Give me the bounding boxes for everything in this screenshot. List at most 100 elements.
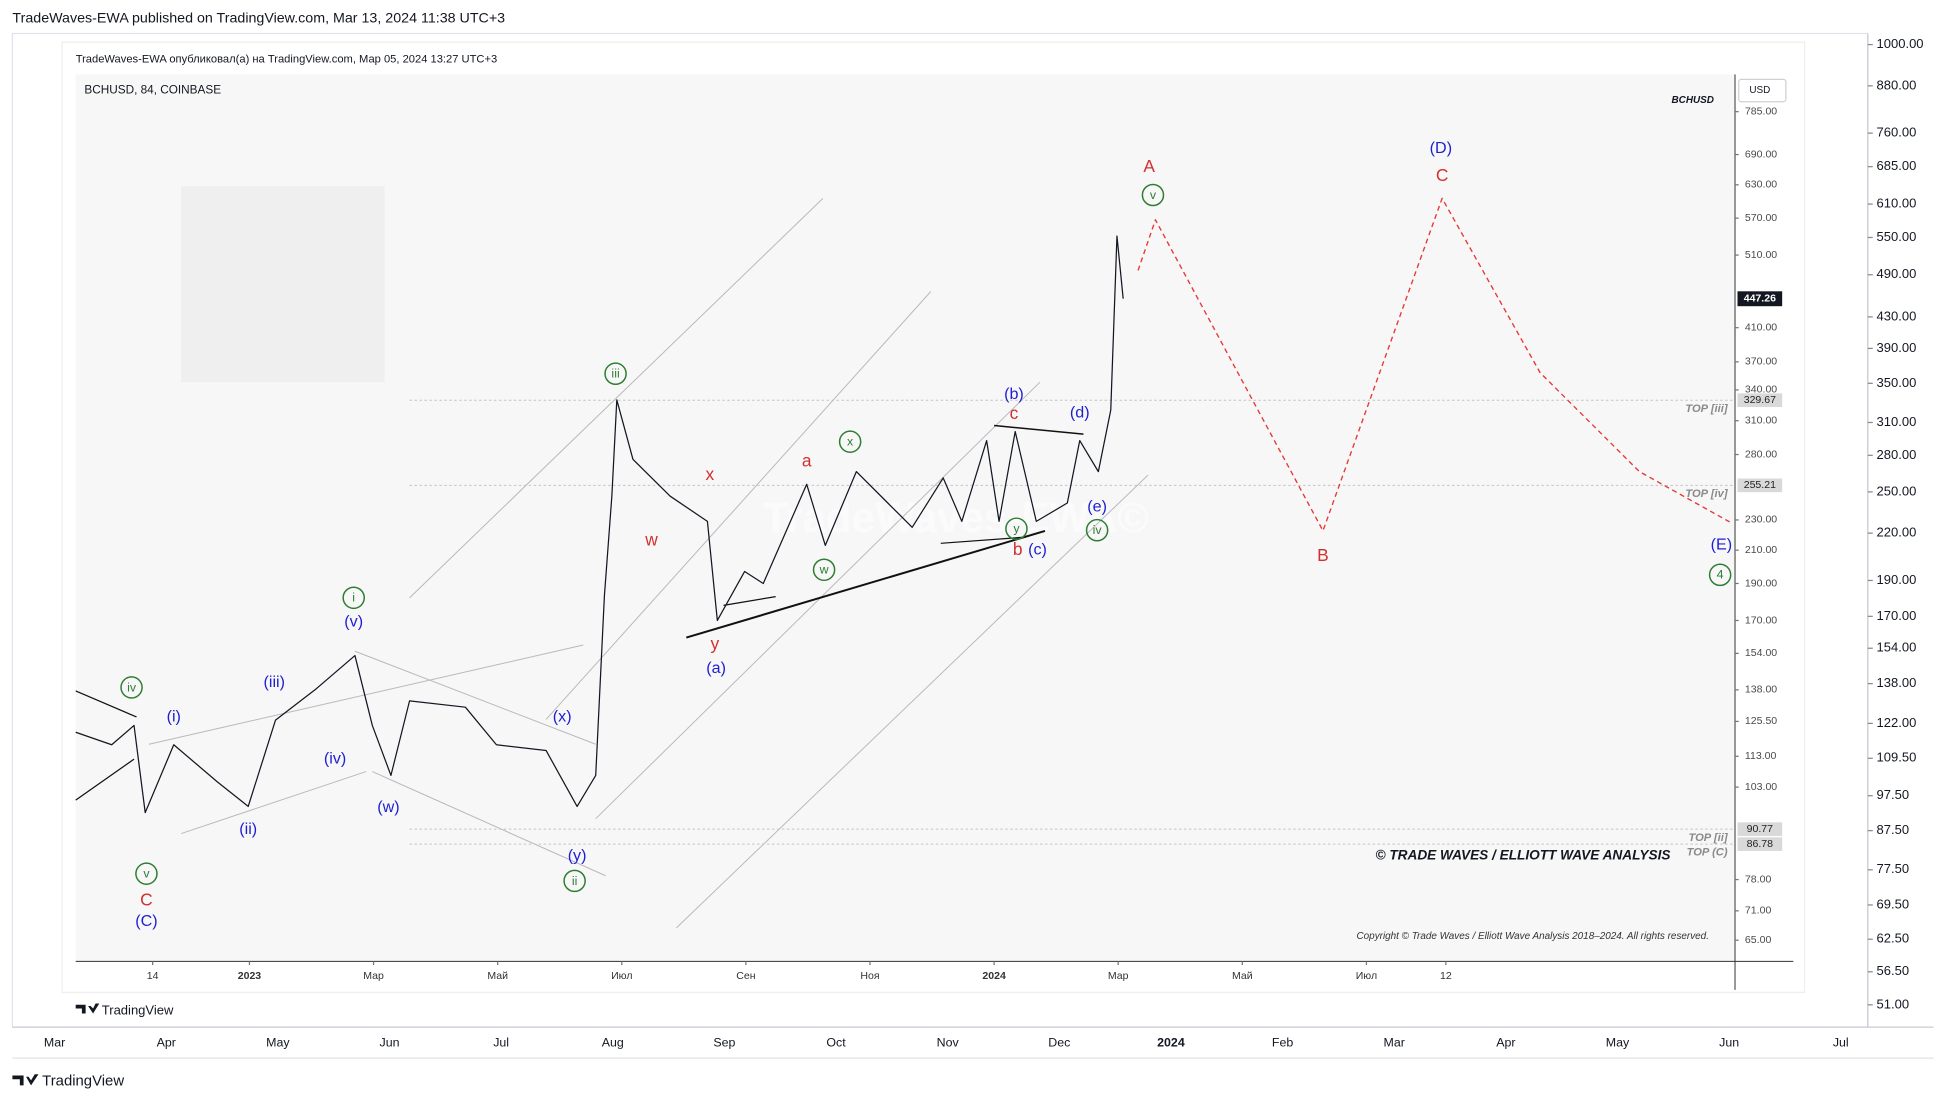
x-tick-label: Июл <box>1356 970 1377 982</box>
wave-label: iv <box>127 680 137 694</box>
wave-label: (b) <box>1004 385 1024 403</box>
wave-label: iii <box>611 367 619 381</box>
inner-header: TradeWaves-EWA опубликовал(а) на Trading… <box>76 53 497 65</box>
copyright-note: Copyright © Trade Waves / Elliott Wave A… <box>1357 931 1709 942</box>
y-tick-label: 880.00 <box>1877 77 1917 92</box>
price-tag <box>1737 837 1783 851</box>
price-tag-label: 255.21 <box>1744 479 1776 491</box>
wave-label: B <box>1317 545 1329 565</box>
price-tag <box>1737 822 1783 836</box>
y2-tick-label: 280.00 <box>1745 448 1777 460</box>
wave-label: x <box>706 464 715 484</box>
y2-tick-label: 154.00 <box>1745 647 1777 659</box>
wave-circle <box>1085 518 1109 542</box>
x2-label: Nov <box>937 1036 960 1050</box>
y2-tick-label: 690.00 <box>1745 148 1777 160</box>
wave-circle <box>604 362 627 386</box>
y-tick-label: 109.50 <box>1877 750 1917 765</box>
symbol-label: BCHUSD <box>1672 95 1714 106</box>
wave-label: i <box>352 591 355 605</box>
y2-tick-label: 78.00 <box>1745 873 1772 885</box>
x-tick-label: Май <box>1232 970 1253 982</box>
y2-tick-label: 785.00 <box>1745 105 1777 117</box>
wave-label: v <box>143 867 150 881</box>
y-tick-label: 190.00 <box>1877 572 1917 587</box>
y2-tick-label: 190.00 <box>1745 577 1777 589</box>
y2-tick-label: 103.00 <box>1745 781 1777 793</box>
wave-label: (d) <box>1070 404 1090 422</box>
wave-label: (iv) <box>324 750 346 768</box>
wave-circle <box>342 586 365 610</box>
y-tick-label: 62.50 <box>1877 931 1910 946</box>
x2-label: Jul <box>493 1036 509 1050</box>
y-tick-label: 170.00 <box>1877 608 1917 623</box>
y2-tick-label: 170.00 <box>1745 614 1777 626</box>
y-tick-label: 69.50 <box>1877 896 1910 911</box>
wave-label: a <box>802 450 812 470</box>
x2-label: May <box>1606 1036 1630 1050</box>
wave-label: (c) <box>1028 540 1047 558</box>
last-price-label: 447.26 <box>1744 293 1776 305</box>
wave-circle <box>1005 517 1028 541</box>
x2-label: Jul <box>1833 1036 1849 1050</box>
wave-label: y <box>1013 522 1020 536</box>
wave-label: iv <box>1093 523 1103 537</box>
y2-tick-label: 138.00 <box>1745 684 1777 696</box>
watermark: TradeWaves-EWA© <box>763 494 1149 541</box>
wave-label: ii <box>572 874 578 888</box>
footer-brand: TradingView <box>42 1074 124 1090</box>
wave-label: x <box>847 435 854 449</box>
y2-tick-label: 630.00 <box>1745 179 1777 191</box>
y2-tick-label: 410.00 <box>1745 321 1777 333</box>
publish-header: TradeWaves-EWA published on TradingView.… <box>12 10 505 26</box>
y-tick-label: 350.00 <box>1877 375 1917 390</box>
wave-label: y <box>711 633 720 653</box>
x2-label: Aug <box>602 1036 624 1050</box>
x-tick-label: Мар <box>363 970 384 982</box>
wave-label: w <box>819 563 829 577</box>
x-tick-label: 2024 <box>982 970 1006 982</box>
wave-circle <box>563 869 586 893</box>
chart-title: BCHUSD, 84, COINBASE <box>84 84 221 97</box>
wave-label: c <box>1010 403 1019 423</box>
x2-label: Dec <box>1048 1036 1070 1050</box>
footer-logo <box>12 1074 39 1086</box>
y2-tick-label: 210.00 <box>1745 544 1777 556</box>
y-tick-label: 310.00 <box>1877 414 1917 429</box>
y2-tick-label: 113.00 <box>1745 750 1777 762</box>
x2-label: Sep <box>713 1036 735 1050</box>
y2-tick-label: 71.00 <box>1745 905 1772 917</box>
inner-panel <box>181 186 385 383</box>
level-label: TOP (C) <box>1687 847 1728 859</box>
x2-label: Mar <box>44 1036 65 1050</box>
wave-label: A <box>1143 156 1155 176</box>
level-label: TOP [iv] <box>1685 488 1728 500</box>
wave-label: (ii) <box>239 820 257 838</box>
y-tick-label: 220.00 <box>1877 525 1917 540</box>
wave-label: (D) <box>1430 139 1452 157</box>
y-tick-label: 685.00 <box>1877 158 1917 173</box>
y2-tick-label: 340.00 <box>1745 384 1777 396</box>
last-price-tag <box>1737 291 1783 307</box>
y2-tick-label: 230.00 <box>1745 514 1777 526</box>
wave-label: (i) <box>167 708 181 726</box>
wave-label: (y) <box>568 846 587 864</box>
x-tick-label: Май <box>487 970 508 982</box>
x2-label: May <box>266 1036 290 1050</box>
wave-label: C <box>140 889 153 909</box>
x-tick-label: Ноя <box>860 970 879 982</box>
price-tag <box>1737 478 1783 493</box>
y-tick-label: 122.00 <box>1877 715 1917 730</box>
wave-label: w <box>644 529 658 549</box>
y-tick-label: 51.00 <box>1877 996 1910 1011</box>
wave-label: (iii) <box>264 673 285 691</box>
brand-logo <box>75 1003 100 1014</box>
y2-tick-label: 125.50 <box>1745 715 1777 727</box>
wave-label: 4 <box>1717 568 1724 582</box>
wave-label: b <box>1013 539 1023 559</box>
price-tag <box>1737 393 1783 408</box>
y2-tick-label: 65.00 <box>1745 934 1772 946</box>
channel-lines <box>148 198 1149 929</box>
y-tick-label: 280.00 <box>1877 447 1917 462</box>
